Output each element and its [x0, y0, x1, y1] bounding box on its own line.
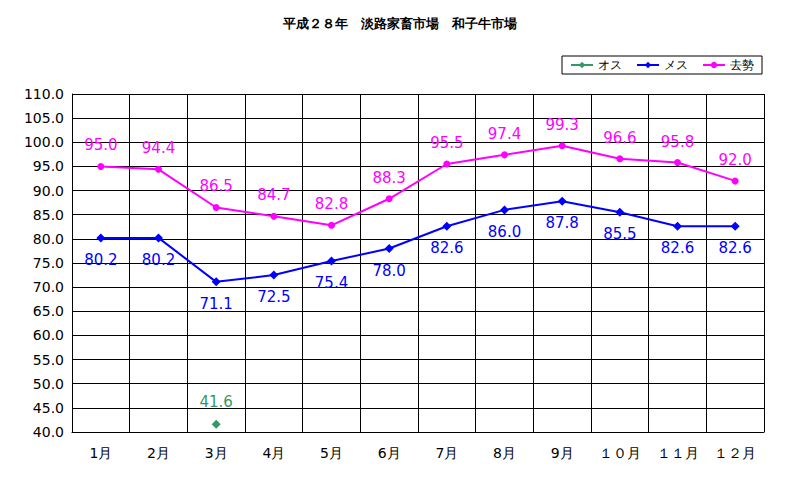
svg-text:86.0: 86.0	[488, 223, 521, 241]
svg-text:87.8: 87.8	[545, 214, 578, 232]
svg-text:１１月: １１月	[657, 445, 699, 461]
svg-text:45.0: 45.0	[33, 400, 64, 416]
svg-text:75.0: 75.0	[33, 255, 64, 271]
svg-text:71.1: 71.1	[199, 295, 232, 313]
svg-text:7月: 7月	[435, 445, 458, 461]
svg-text:95.8: 95.8	[661, 133, 694, 151]
svg-text:88.3: 88.3	[372, 169, 405, 187]
svg-text:92.0: 92.0	[718, 151, 751, 169]
svg-text:平成２８年 淡路家畜市場 和子牛市場: 平成２８年 淡路家畜市場 和子牛市場	[282, 16, 517, 31]
svg-text:75.4: 75.4	[315, 274, 348, 292]
svg-text:65.0: 65.0	[33, 303, 64, 319]
svg-text:去勢: 去勢	[730, 58, 754, 72]
svg-text:78.0: 78.0	[372, 262, 405, 280]
svg-text:82.6: 82.6	[661, 239, 694, 257]
svg-text:１０月: １０月	[599, 445, 641, 461]
svg-text:82.8: 82.8	[315, 195, 348, 213]
svg-text:3月: 3月	[205, 445, 228, 461]
svg-text:97.4: 97.4	[488, 125, 521, 143]
svg-text:40.0: 40.0	[33, 424, 64, 440]
svg-text:オス: オス	[598, 58, 622, 72]
svg-text:80.2: 80.2	[142, 251, 175, 269]
svg-text:95.0: 95.0	[84, 136, 117, 154]
svg-text:96.6: 96.6	[603, 129, 636, 147]
svg-text:84.7: 84.7	[257, 186, 290, 204]
svg-text:90.0: 90.0	[33, 183, 64, 199]
svg-text:1月: 1月	[89, 445, 112, 461]
svg-text:41.6: 41.6	[199, 393, 232, 411]
svg-text:2月: 2月	[147, 445, 170, 461]
svg-text:70.0: 70.0	[33, 279, 64, 295]
svg-text:82.6: 82.6	[718, 239, 751, 257]
svg-text:82.6: 82.6	[430, 239, 463, 257]
svg-text:86.5: 86.5	[199, 177, 232, 195]
svg-text:6月: 6月	[378, 445, 401, 461]
svg-text:80.2: 80.2	[84, 251, 117, 269]
svg-text:9月: 9月	[551, 445, 574, 461]
svg-text:105.0: 105.0	[24, 110, 64, 126]
svg-text:100.0: 100.0	[24, 134, 64, 150]
svg-text:50.0: 50.0	[33, 376, 64, 392]
svg-text:5月: 5月	[320, 445, 343, 461]
svg-text:60.0: 60.0	[33, 327, 64, 343]
svg-text:メス: メス	[664, 58, 688, 72]
svg-text:94.4: 94.4	[142, 139, 175, 157]
svg-text:95.5: 95.5	[430, 134, 463, 152]
svg-text:95.0: 95.0	[33, 158, 64, 174]
svg-text:85.5: 85.5	[603, 225, 636, 243]
svg-text:110.0: 110.0	[24, 86, 64, 102]
svg-text:80.0: 80.0	[33, 231, 64, 247]
svg-text:55.0: 55.0	[33, 352, 64, 368]
svg-text:4月: 4月	[262, 445, 285, 461]
svg-text:72.5: 72.5	[257, 288, 290, 306]
svg-text:１２月: １２月	[714, 445, 756, 461]
svg-text:85.0: 85.0	[33, 207, 64, 223]
svg-text:8月: 8月	[493, 445, 516, 461]
svg-text:99.3: 99.3	[545, 116, 578, 134]
